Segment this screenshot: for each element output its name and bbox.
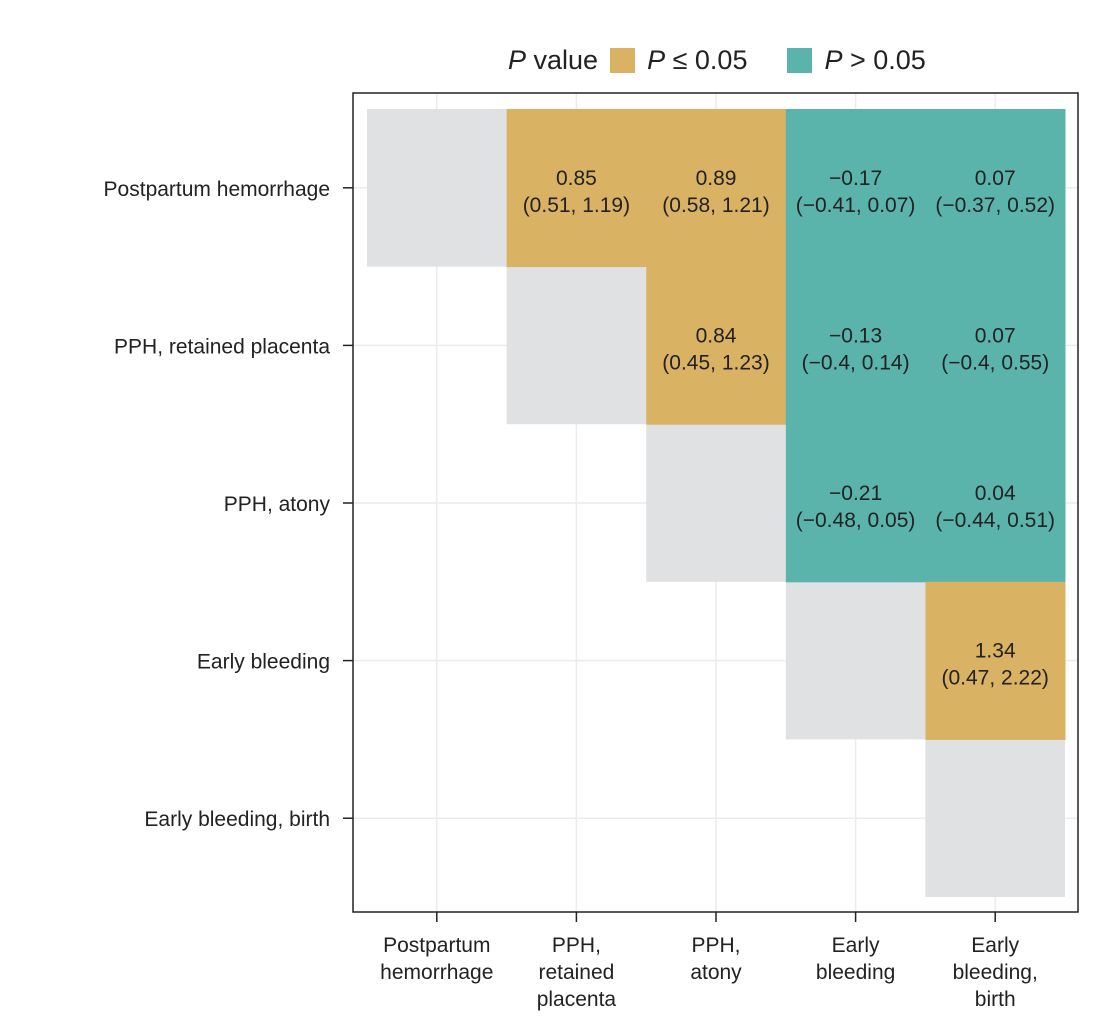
tile-ci-label: (0.47, 2.22) bbox=[941, 667, 1048, 690]
legend-label-not-significant: P > 0.05 bbox=[824, 44, 926, 75]
x-tick-label: PPH, retained placenta bbox=[537, 934, 617, 1011]
x-tick-label: Postpartum hemorrhage bbox=[380, 934, 493, 984]
tile-value-label: 0.89 bbox=[696, 167, 737, 190]
tile-value-label: −0.21 bbox=[829, 482, 882, 505]
tile-ci-label: (−0.44, 0.51) bbox=[935, 509, 1055, 532]
heatmap-tile bbox=[925, 424, 1066, 583]
y-tick-label: PPH, atony bbox=[224, 493, 331, 516]
heatmap-tile bbox=[646, 109, 787, 268]
tile-ci-label: (0.58, 1.21) bbox=[662, 194, 769, 217]
legend-swatch-not-significant bbox=[787, 47, 813, 73]
tile-ci-label: (0.51, 1.19) bbox=[523, 194, 630, 217]
diagonal-tile bbox=[785, 581, 926, 740]
legend-title: P value bbox=[508, 44, 599, 75]
y-tick-label: PPH, retained placenta bbox=[114, 335, 330, 358]
tile-ci-label: (−0.4, 0.55) bbox=[941, 351, 1049, 374]
heatmap-tile bbox=[506, 109, 647, 268]
y-tick-label: Early bleeding, birth bbox=[144, 808, 330, 831]
legend-swatch-significant bbox=[610, 47, 636, 73]
y-tick-label: Early bleeding bbox=[197, 651, 330, 674]
heatmap-tile bbox=[785, 266, 926, 425]
diagonal-tile bbox=[925, 739, 1065, 897]
tile-value-label: −0.13 bbox=[829, 324, 882, 347]
diagonal-tile bbox=[367, 109, 507, 267]
tile-ci-label: (−0.41, 0.07) bbox=[796, 194, 916, 217]
tile-value-label: 0.84 bbox=[696, 324, 737, 347]
tile-ci-label: (0.45, 1.23) bbox=[662, 351, 769, 374]
x-tick-label: Early bleeding, birth bbox=[953, 934, 1038, 1011]
tile-ci-label: (−0.4, 0.14) bbox=[802, 351, 910, 374]
diagonal-tile bbox=[506, 266, 647, 425]
plot-frame bbox=[352, 92, 1079, 913]
heatmap-tile bbox=[785, 424, 926, 583]
legend: P value P ≤ 0.05 P > 0.05 bbox=[508, 40, 966, 80]
heatmap-tile bbox=[785, 109, 926, 268]
tile-value-label: 0.85 bbox=[556, 167, 597, 190]
tile-value-label: −0.17 bbox=[829, 167, 882, 190]
tile-value-label: 0.07 bbox=[975, 324, 1016, 347]
y-tick-label: Postpartum hemorrhage bbox=[104, 178, 330, 201]
legend-label-significant: P ≤ 0.05 bbox=[647, 44, 748, 75]
x-tick-label: PPH, atony bbox=[690, 934, 742, 984]
heatmap-tile bbox=[925, 109, 1066, 268]
tile-ci-label: (−0.48, 0.05) bbox=[796, 509, 916, 532]
x-tick-label: Early bleeding bbox=[816, 934, 895, 984]
heatmap-tile bbox=[646, 266, 787, 425]
heatmap-tile bbox=[925, 266, 1066, 425]
tile-value-label: 1.34 bbox=[975, 640, 1016, 663]
tile-value-label: 0.07 bbox=[975, 167, 1016, 190]
heatmap-tile bbox=[925, 581, 1066, 740]
diagonal-tile bbox=[646, 424, 786, 582]
tile-ci-label: (−0.37, 0.52) bbox=[935, 194, 1055, 217]
tile-value-label: 0.04 bbox=[975, 482, 1016, 505]
